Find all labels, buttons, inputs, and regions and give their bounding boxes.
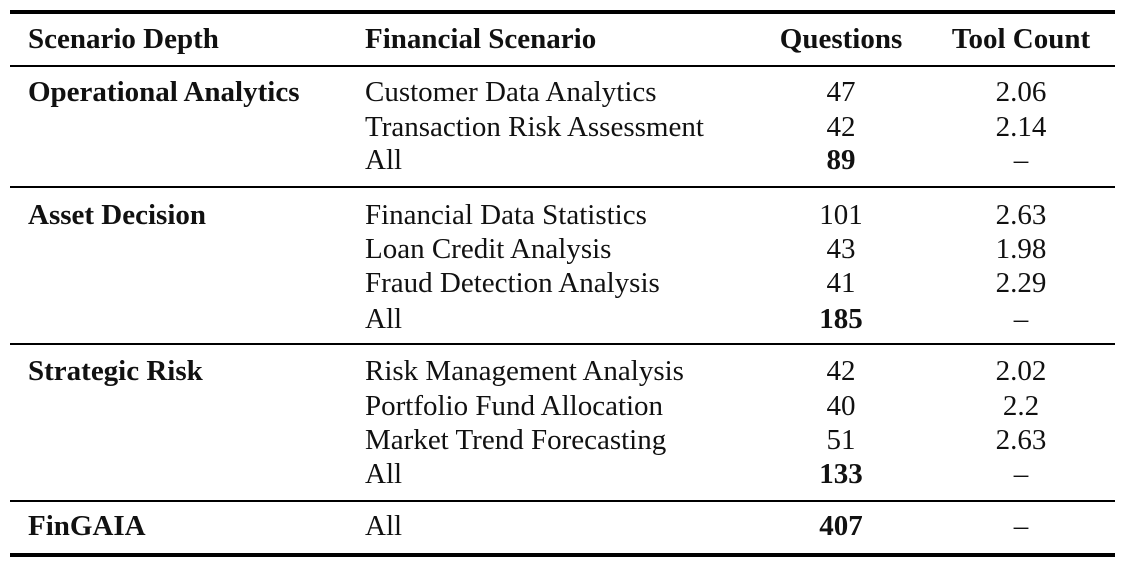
questions-cell: 43 <box>826 233 856 265</box>
questions-total-cell: 89 <box>826 144 856 176</box>
questions-total-cell: 133 <box>819 458 863 490</box>
tool-count-cell: 2.63 <box>995 199 1047 231</box>
header-financial-scenario: Financial Scenario <box>365 23 597 55</box>
scenario-cell: Customer Data Analytics <box>365 76 657 108</box>
scenario-cell: Fraud Detection Analysis <box>365 267 660 299</box>
questions-cell: 40 <box>826 390 856 422</box>
group-rule <box>10 343 1115 345</box>
scenario-cell: All <box>365 144 403 176</box>
tool-count-cell: – <box>1013 510 1029 542</box>
scenario-cell: Market Trend Forecasting <box>365 424 667 456</box>
group-depth-label: Operational Analytics <box>28 76 300 108</box>
questions-cell: 42 <box>826 111 856 143</box>
scenario-cell: Risk Management Analysis <box>365 355 684 387</box>
scenario-cell: Financial Data Statistics <box>365 199 647 231</box>
scenario-cell: All <box>365 510 403 542</box>
tool-count-cell: 2.29 <box>995 267 1047 299</box>
tool-count-cell: 2.14 <box>995 111 1047 143</box>
scenario-cell: Portfolio Fund Allocation <box>365 390 664 422</box>
tool-count-cell: 2.02 <box>995 355 1047 387</box>
group-depth-label: Strategic Risk <box>28 355 203 387</box>
group-rule <box>10 500 1115 502</box>
tool-count-cell: 2.06 <box>995 76 1047 108</box>
header-tool-count: Tool Count <box>951 23 1091 55</box>
scenario-cell: Loan Credit Analysis <box>365 233 612 265</box>
tool-count-cell: – <box>1013 303 1029 335</box>
header-rule <box>10 65 1115 67</box>
questions-cell: 47 <box>826 76 856 108</box>
questions-cell: 41 <box>826 267 856 299</box>
bottom-rule <box>10 553 1115 557</box>
questions-cell: 101 <box>819 199 863 231</box>
questions-total-cell: 185 <box>819 303 863 335</box>
tool-count-cell: 2.2 <box>1002 390 1040 422</box>
tool-count-cell: – <box>1013 458 1029 490</box>
scenario-cell: All <box>365 458 403 490</box>
tool-count-cell: 1.98 <box>995 233 1047 265</box>
questions-total-cell: 407 <box>819 510 863 542</box>
top-rule <box>10 10 1115 14</box>
header-questions: Questions <box>779 23 903 55</box>
questions-cell: 51 <box>826 424 856 456</box>
header-scenario-depth: Scenario Depth <box>28 23 219 55</box>
scenario-cell: Transaction Risk Assessment <box>365 111 704 143</box>
scenario-cell: All <box>365 303 403 335</box>
group-depth-label: Asset Decision <box>28 199 207 231</box>
tool-count-cell: – <box>1013 144 1029 176</box>
questions-cell: 42 <box>826 355 856 387</box>
tool-count-cell: 2.63 <box>995 424 1047 456</box>
group-rule <box>10 186 1115 188</box>
group-depth-label: FinGAIA <box>28 510 146 542</box>
